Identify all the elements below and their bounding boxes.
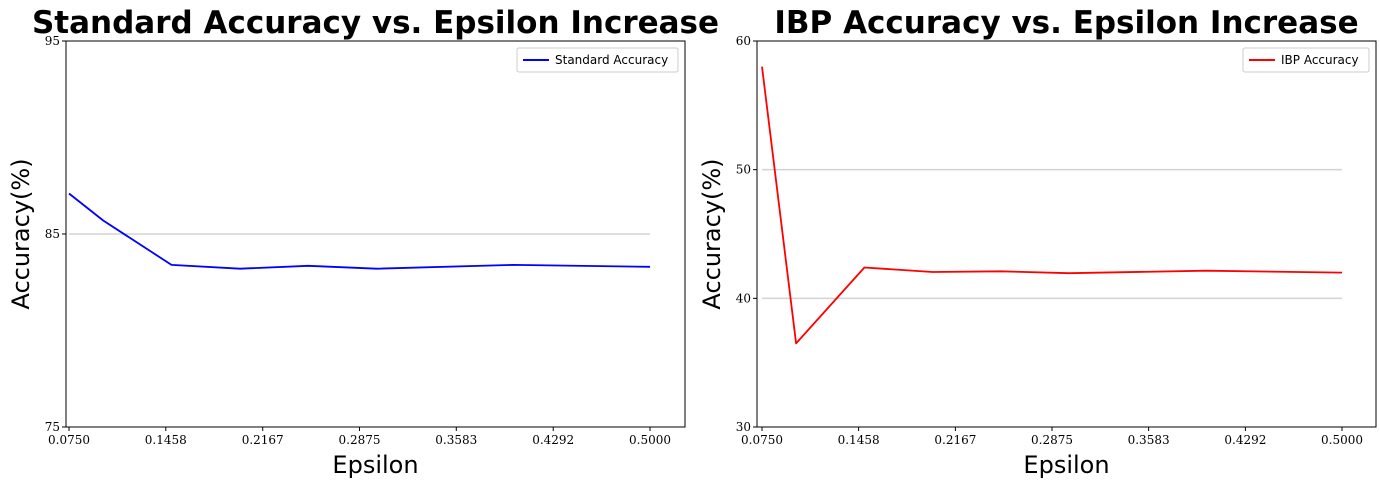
standard-x-tick-label-0: 0.0750	[48, 433, 90, 447]
ibp-x-axis-label: Epsilon	[1023, 451, 1109, 479]
standard-legend-box	[516, 47, 679, 73]
standard-x-tick-label-3: 0.2875	[339, 433, 381, 447]
standard-x-tick-label-4: 0.3583	[435, 433, 477, 447]
ibp-x-tick-label-0: 0.0750	[741, 433, 783, 447]
ibp-y-axis-label: Accuracy(%)	[698, 158, 726, 309]
standard-x-axis-label: Epsilon	[332, 451, 418, 479]
ibp-x-tick-label-1: 0.1458	[838, 433, 880, 447]
ibp-chart-title: IBP Accuracy vs. Epsilon Increase	[774, 5, 1358, 41]
ibp-series-line-0	[761, 66, 1343, 345]
ibp-y-tick-label-3: 60	[736, 34, 751, 48]
ibp-chart: IBP Accuracy vs. Epsilon Increase 0.0750 0…	[698, 5, 1377, 479]
standard-y-tick-label-2: 95	[45, 34, 60, 48]
standard-legend-label: Standard Accuracy	[555, 53, 668, 67]
ibp-legend-box	[1242, 47, 1370, 73]
ibp-legend: IBP Accuracy	[1242, 47, 1370, 73]
standard-y-tick-label-1: 85	[45, 227, 60, 241]
standard-chart: Standard Accuracy vs. Epsilon Increase 0.…	[7, 5, 719, 479]
standard-y-axis-label: Accuracy(%)	[7, 158, 35, 309]
ibp-y-tick-label-0: 30	[736, 420, 751, 434]
standard-x-tick-label-1: 0.1458	[145, 433, 187, 447]
standard-legend: Standard Accuracy	[516, 47, 679, 73]
ibp-x-tick-label-5: 0.4292	[1224, 433, 1266, 447]
standard-chart-title: Standard Accuracy vs. Epsilon Increase	[32, 5, 719, 41]
ibp-plot-frame	[756, 40, 1377, 428]
ibp-legend-label: IBP Accuracy	[1281, 53, 1359, 67]
ibp-x-tick-label-2: 0.2167	[934, 433, 976, 447]
standard-series-line-0	[68, 192, 651, 270]
standard-x-tick-label-5: 0.4292	[532, 433, 574, 447]
standard-x-tick-label-6: 0.5000	[629, 433, 671, 447]
ibp-x-tick-label-3: 0.2875	[1031, 433, 1073, 447]
standard-y-tick-label-0: 75	[45, 420, 60, 434]
standard-x-tick-label-2: 0.2167	[242, 433, 284, 447]
ibp-y-tick-label-1: 40	[736, 291, 751, 305]
ibp-x-tick-label-6: 0.5000	[1321, 433, 1363, 447]
ibp-x-tick-label-4: 0.3583	[1128, 433, 1170, 447]
ibp-y-tick-label-2: 50	[736, 163, 751, 177]
